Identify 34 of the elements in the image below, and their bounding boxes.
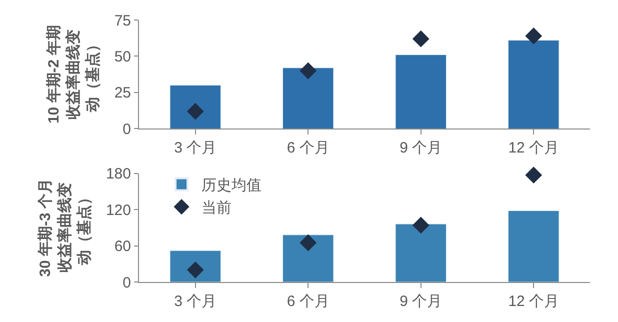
x-tick-label: 9 个月 xyxy=(400,293,442,310)
x-tick-label: 3 个月 xyxy=(174,140,217,157)
x-tick-label: 12 个月 xyxy=(508,293,560,310)
y-axis-title: 10 年期-2 年期收益率曲线变动（基点） xyxy=(46,25,102,124)
bar xyxy=(282,68,334,129)
point xyxy=(525,166,542,184)
y-tick-label: 120 xyxy=(106,202,131,219)
legend-label: 历史均值 xyxy=(202,177,262,194)
y-tick-label: 0 xyxy=(122,120,131,138)
bar xyxy=(395,54,446,129)
y-tick-label: 60 xyxy=(114,238,131,256)
x-tick-label: 6 个月 xyxy=(286,140,330,157)
bar xyxy=(170,84,221,129)
x-tick-label: 6 个月 xyxy=(286,293,330,310)
bar xyxy=(508,210,560,282)
x-tick-label: 12 个月 xyxy=(508,140,560,157)
bar xyxy=(282,234,334,282)
point xyxy=(412,216,430,234)
y-tick-label: 0 xyxy=(122,274,131,292)
bar xyxy=(170,250,221,282)
y-tick-label: 50 xyxy=(114,48,131,66)
y-tick-label: 25 xyxy=(114,84,131,102)
bar xyxy=(395,224,446,282)
point xyxy=(300,62,317,80)
y-tick-label: 180 xyxy=(106,166,131,183)
x-tick-label: 3 个月 xyxy=(174,293,217,310)
y-tick-label: 75 xyxy=(114,12,131,30)
point xyxy=(300,234,317,252)
y-axis-title: 30 年期-3 个月收益率曲线变动（基点） xyxy=(37,178,94,277)
point xyxy=(412,30,430,48)
point xyxy=(525,28,542,44)
x-tick-label: 9 个月 xyxy=(400,140,442,157)
bar xyxy=(508,40,560,129)
legend-label: 当前 xyxy=(202,200,232,217)
